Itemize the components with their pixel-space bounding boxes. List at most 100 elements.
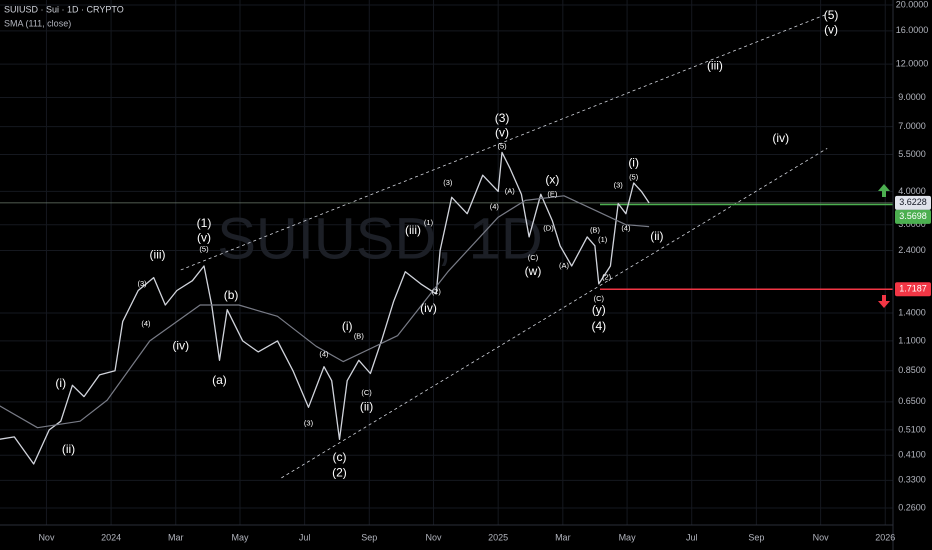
x-tick-label: Sep	[748, 532, 764, 542]
price-line	[0, 151, 650, 465]
price-label: 3.5698	[899, 211, 927, 221]
sma-line	[0, 195, 650, 429]
y-tick-label: 12.0000	[896, 59, 929, 69]
sub-wave-label: (2)	[602, 273, 612, 282]
y-tick-label: 4.0000	[898, 186, 926, 196]
wave-label: (a)	[212, 373, 227, 387]
wave-label: (i)	[342, 319, 353, 333]
sub-wave-label: (5)	[629, 173, 639, 182]
watermark: SUIUSD, 1D	[217, 206, 543, 271]
chart-title: SUIUSD · Sui · 1D · CRYPTO	[4, 4, 124, 14]
sub-wave-label: (C)	[361, 388, 372, 397]
price-label: 1.7187	[899, 284, 927, 294]
x-tick-label: Mar	[168, 532, 184, 542]
sub-wave-label: (D)	[543, 224, 554, 233]
y-tick-label: 0.2600	[898, 502, 926, 512]
x-tick-label: Nov	[813, 532, 830, 542]
wave-label: (1)	[197, 216, 212, 230]
sub-wave-label: (3)	[304, 418, 314, 427]
y-tick-label: 1.4000	[898, 307, 926, 317]
trendline	[180, 13, 828, 271]
sub-wave-label: (A)	[559, 261, 570, 270]
sub-wave-label: (4)	[490, 202, 500, 211]
wave-label: (i)	[55, 376, 66, 390]
sub-wave-label: (1)	[424, 218, 434, 227]
sub-wave-label: (B)	[354, 332, 365, 341]
y-tick-label: 2.4000	[898, 245, 926, 255]
x-tick-label: Jul	[299, 532, 311, 542]
x-tick-label: 2024	[101, 532, 121, 542]
wave-label: (iii)	[707, 58, 723, 72]
wave-label: (v)	[824, 22, 838, 36]
x-tick-label: Mar	[555, 532, 571, 542]
y-tick-label: 5.5000	[898, 149, 926, 159]
sub-wave-label: (C)	[594, 294, 605, 303]
grid	[0, 0, 893, 525]
wave-label: (y)	[592, 303, 606, 317]
wave-label: (iii)	[150, 248, 166, 262]
wave-label: (4)	[591, 319, 606, 333]
x-tick-label: May	[231, 532, 249, 542]
down-arrow	[878, 295, 890, 308]
wave-label: (x)	[545, 173, 559, 187]
sub-wave-label: (3)	[137, 279, 147, 288]
price-label-box	[895, 195, 931, 210]
wave-label: (iv)	[772, 131, 789, 145]
y-tick-label: 0.4100	[898, 450, 926, 460]
wave-label: (c)	[332, 450, 346, 464]
y-tick-label: 0.8500	[898, 365, 926, 375]
y-tick-label: 0.3300	[898, 475, 926, 485]
sub-wave-label: (B)	[590, 226, 601, 235]
x-tick-label: Sep	[361, 532, 377, 542]
wave-label: (b)	[224, 288, 239, 302]
sub-wave-label: (2)	[432, 287, 442, 296]
up-arrow	[878, 184, 890, 197]
y-tick-label: 16.0000	[896, 25, 929, 35]
x-tick-label: Jul	[686, 532, 698, 542]
wave-label: (ii)	[360, 399, 373, 413]
x-tick-label: 2025	[488, 532, 508, 542]
wave-label: (w)	[525, 264, 542, 278]
wave-label: (2)	[332, 466, 347, 480]
x-tick-label: 2026	[875, 532, 895, 542]
y-tick-label: 20.0000	[896, 0, 929, 9]
wave-label: (iii)	[405, 223, 421, 237]
sub-wave-label: (A)	[505, 186, 516, 195]
sub-wave-label: (1)	[598, 235, 608, 244]
trendline	[281, 148, 828, 479]
x-tick-label: Nov	[426, 532, 443, 542]
sub-wave-label: (5)	[199, 245, 209, 254]
legend-entry: SMA (111, close)	[4, 18, 71, 28]
sub-wave-label: (3)	[614, 181, 624, 190]
wave-label: (ii)	[62, 442, 75, 456]
plot: (1)(v)(iii)(i)(ii)(iv)(a)(b)(2)(c)(i)(ii…	[0, 8, 893, 480]
sub-wave-label: (4)	[319, 349, 329, 358]
wave-label: (ii)	[650, 229, 663, 243]
y-tick-label: 9.0000	[898, 92, 926, 102]
axes: Nov 2024 Mar May Jul Sep Nov 2025 Mar May Jul Sep No…	[38, 0, 931, 542]
wave-label: (v)	[495, 126, 509, 140]
y-tick-label: 3.0000	[898, 219, 926, 229]
wave-label: (v)	[197, 230, 211, 244]
price-label: 3.6228	[899, 197, 927, 207]
x-tick-label: May	[619, 532, 637, 542]
sub-wave-label: (4)	[621, 224, 631, 233]
wave-label: (3)	[495, 111, 510, 125]
y-tick-label: 1.1000	[898, 335, 926, 345]
sub-wave-label: (3)	[443, 178, 453, 187]
x-tick-label: Nov	[38, 532, 55, 542]
sub-wave-label: (C)	[528, 253, 539, 262]
price-label-box	[895, 282, 931, 297]
sub-wave-label: (E)	[547, 189, 558, 198]
wave-label: (iv)	[172, 338, 189, 352]
sub-wave-label: (4)	[141, 319, 151, 328]
sub-wave-label: (5)	[497, 141, 507, 150]
price-label-box	[895, 209, 931, 224]
wave-label: (iv)	[420, 301, 437, 315]
y-tick-label: 7.0000	[898, 121, 926, 131]
y-tick-label: 0.6500	[898, 396, 926, 406]
y-tick-label: 0.5100	[898, 424, 926, 434]
wave-label: (i)	[628, 155, 639, 169]
